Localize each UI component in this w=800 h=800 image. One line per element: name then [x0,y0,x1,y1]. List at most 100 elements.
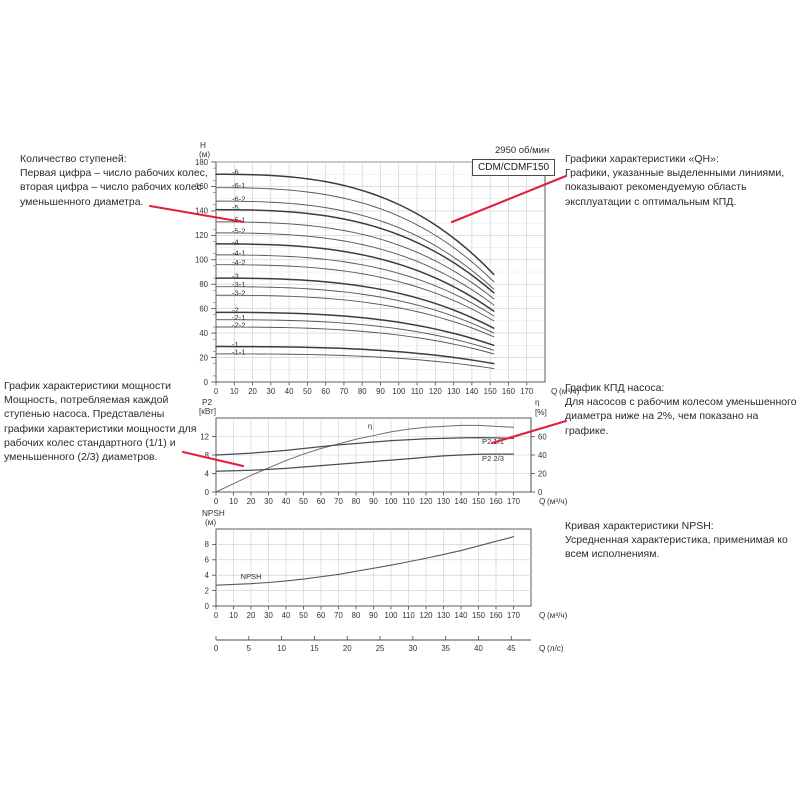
qh-x-tick-label: 0 [214,387,219,396]
annotation-power: График характеристики мощности Мощность,… [4,380,197,464]
npsh-secondary-tick-label: 35 [441,644,450,653]
npsh-secondary-tick-label: 30 [409,644,418,653]
qh-x-tick-label: 10 [230,387,239,396]
qh-y-tick-label: 0 [204,378,209,387]
qh-curve-label--5-2: -5-2 [232,226,246,235]
qh-curve-label--3-1: -3-1 [232,280,246,289]
npsh-x-tick-label: 0 [214,611,219,620]
leader-line-stages [148,204,245,224]
npsh-x-axis-name: Q [539,611,545,620]
p2-x-tick-label: 80 [352,497,361,506]
qh-y-tick-label: 160 [195,182,209,191]
npsh-x-tick-label: 80 [352,611,361,620]
qh-curve--4-2 [215,264,495,322]
npsh-x-tick-label: 120 [419,611,433,620]
p2-x-tick-label: 30 [264,497,273,506]
p2-x-tick-label: 70 [334,497,343,506]
npsh-x-tick-label: 10 [229,611,238,620]
qh-x-tick-label: 130 [447,387,461,396]
eta-tick-label: 60 [538,432,547,441]
leader-line-power [181,450,245,468]
npsh-secondary-tick-label: 25 [376,644,385,653]
npsh-y-axis-unit: (м) [205,518,216,527]
p2-x-tick-label: 150 [472,497,486,506]
annotation-qh: Графики характеристики «QH»: Графики, ук… [565,153,785,208]
npsh-x-tick-label: 70 [334,611,343,620]
p2-x-tick-label: 170 [507,497,521,506]
npsh-x-tick-label: 100 [384,611,398,620]
p2-x-axis-name: Q [539,497,545,506]
npsh-x-axis-unit: (м³/ч) [547,611,568,620]
qh-curve--6 [215,173,495,276]
npsh-y-tick-label: 6 [205,556,209,565]
qh-curve-label--3-2: -3-2 [232,289,246,298]
npsh-y-tick-label: 2 [205,586,209,595]
qh-x-axis-name: Q [551,387,557,396]
qh-x-tick-label: 70 [340,387,349,396]
qh-curve--3-1 [215,286,495,334]
npsh-x-tick-label: 130 [437,611,451,620]
npsh-secondary-axis-unit: (л/с) [547,644,564,653]
qh-x-tick-label: 120 [429,387,443,396]
npsh-x-tick-label: 110 [402,611,415,620]
qh-curve--2-2 [215,326,495,355]
qh-x-tick-label: 60 [321,387,330,396]
annotation-efficiency: График КПД насоса: Для насосов с рабочим… [565,382,797,437]
qh-y-tick-label: 140 [195,207,209,216]
qh-y-axis-unit: (м) [199,150,210,159]
qh-curve-label--6: -6 [232,168,239,177]
qh-curve-label--6-2: -6-2 [232,195,246,204]
eta-tick-label: 0 [538,488,543,497]
npsh-x-tick-label: 170 [507,611,521,620]
npsh-x-tick-label: 50 [299,611,308,620]
npsh-secondary-tick-label: 15 [310,644,319,653]
p2-y-axis-unit: [кВт] [199,407,216,416]
qh-curve-label--4: -4 [232,237,239,246]
npsh-x-tick-label: 140 [454,611,468,620]
qh-x-tick-label: 50 [303,387,312,396]
p2-x-tick-label: 20 [247,497,256,506]
p2-y-tick-label: 12 [200,432,209,441]
qh-y-tick-label: 60 [199,304,208,313]
qh-curve-label--4-2: -4-2 [232,258,246,267]
npsh-y-axis-name: NPSH [202,509,225,518]
qh-curve-label--5: -5 [232,203,239,212]
p2-x-tick-label: 10 [229,497,238,506]
qh-curve-label--6-1: -6-1 [232,181,246,190]
qh-y-axis-name: H [200,141,206,150]
qh-curve-label--1-1: -1-1 [232,347,246,356]
annotation-npsh: Кривая характеристики NPSH: Усредненная … [565,520,788,561]
qh-x-tick-label: 160 [502,387,516,396]
npsh-x-tick-label: 160 [489,611,503,620]
qh-x-tick-label: 150 [484,387,498,396]
qh-curve--5-1 [215,221,495,300]
qh-curve--4 [215,243,495,312]
qh-curve-label--2-2: -2-2 [232,320,246,329]
eta-tick-label: 40 [538,451,547,460]
leader-line-qh [450,174,568,224]
npsh-y-tick-label: 0 [205,602,210,611]
model-badge: CDM/CDMF150 [472,159,556,176]
p2-x-tick-label: 160 [489,497,503,506]
p2-x-tick-label: 140 [454,497,468,506]
npsh-x-tick-label: 60 [317,611,326,620]
qh-curve--1-1 [215,353,495,370]
qh-x-tick-label: 20 [248,387,257,396]
npsh-x-tick-label: 40 [282,611,291,620]
qh-curve-label--1: -1 [232,340,239,349]
eta-axis-unit: [%] [535,408,547,417]
p2-x-tick-label: 50 [299,497,308,506]
npsh-secondary-tick-label: 0 [214,644,219,653]
rpm-label: 2950 об/мин [495,145,550,156]
npsh-y-tick-label: 4 [205,571,210,580]
qh-curve--4-1 [215,254,495,317]
qh-x-tick-label: 40 [285,387,294,396]
qh-x-tick-label: 100 [392,387,406,396]
qh-y-tick-label: 40 [199,329,208,338]
npsh-x-tick-label: 20 [247,611,256,620]
qh-curve-label--3: -3 [232,272,239,281]
p2-curve-label-2-3: P2 2/3 [482,454,504,463]
p2-x-axis-unit: (м³/ч) [547,497,568,506]
